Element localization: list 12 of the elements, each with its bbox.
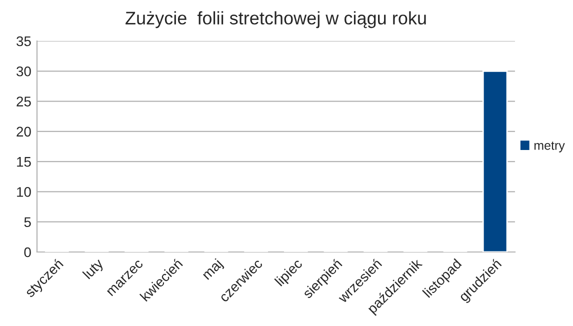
y-tick-label: 30 bbox=[16, 66, 31, 76]
y-tick-label: 15 bbox=[17, 157, 31, 167]
legend-label: metry bbox=[534, 142, 565, 152]
chart-title: Zużycie folii stretchowej w ciągu roku bbox=[126, 11, 426, 28]
x-tick-label: maj bbox=[201, 258, 225, 282]
y-tick-label: 10 bbox=[17, 187, 31, 197]
y-tick-label: 25 bbox=[16, 96, 31, 106]
y-tick-label: 5 bbox=[24, 217, 31, 228]
x-tick-label: luty bbox=[82, 258, 106, 282]
y-tick-label: 35 bbox=[16, 36, 31, 46]
y-tick-label: 20 bbox=[16, 126, 31, 137]
y-tick-label: 0 bbox=[24, 247, 31, 258]
